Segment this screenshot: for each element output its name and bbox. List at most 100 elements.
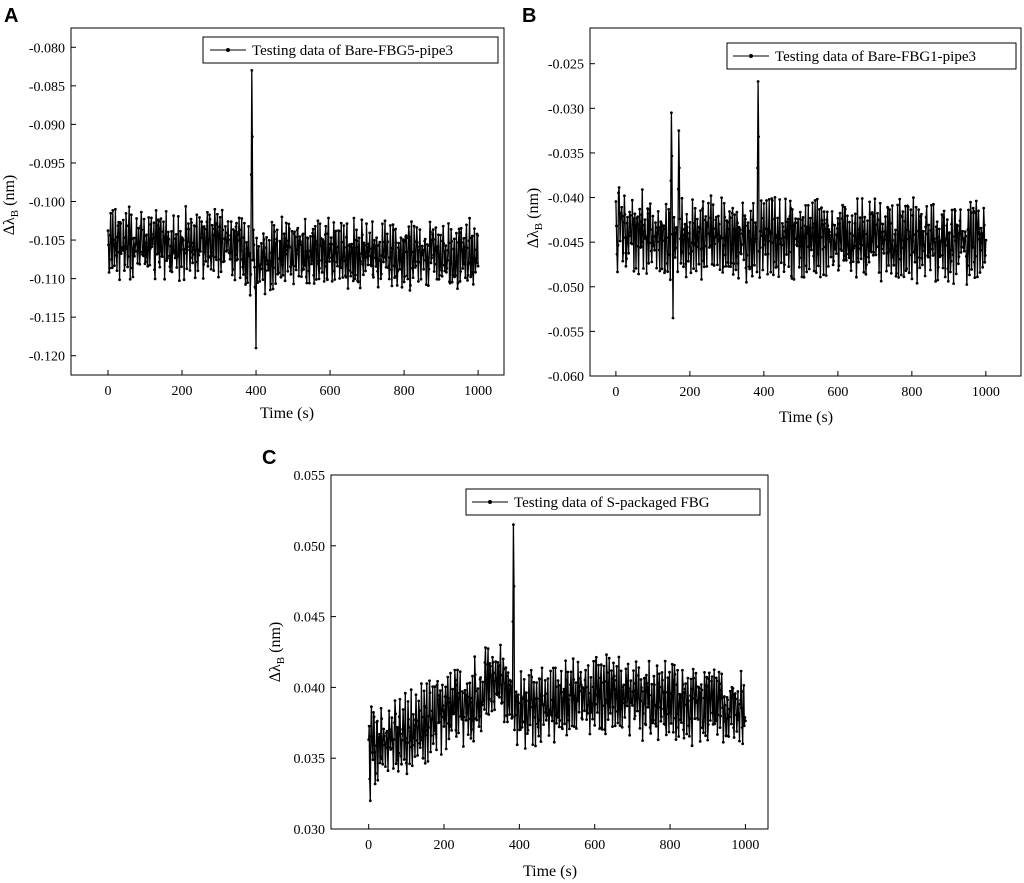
data-point (971, 206, 975, 210)
data-point (283, 279, 287, 283)
data-point (204, 242, 208, 246)
data-point (327, 216, 330, 220)
data-point (625, 679, 628, 683)
data-point (645, 673, 648, 677)
data-point (142, 217, 146, 221)
data-point (798, 245, 802, 248)
data-point (486, 647, 490, 651)
data-point (162, 220, 165, 224)
data-point (558, 684, 562, 687)
data-point (391, 746, 395, 750)
data-point (720, 696, 724, 700)
data-point (402, 240, 405, 244)
data-point (439, 233, 442, 237)
data-point (856, 197, 859, 201)
series-points-b (614, 80, 988, 320)
data-point (709, 696, 713, 700)
data-point (474, 689, 478, 693)
data-point (572, 725, 576, 728)
data-point (419, 277, 423, 281)
data-point (429, 734, 433, 737)
data-point (905, 228, 909, 232)
data-point (323, 233, 327, 237)
data-point (639, 245, 643, 249)
data-point (668, 253, 672, 257)
data-point (501, 657, 505, 661)
data-point (663, 271, 666, 275)
data-point (424, 733, 428, 737)
data-point (773, 217, 776, 221)
data-point (396, 769, 400, 773)
data-point (464, 718, 468, 722)
data-point (773, 196, 777, 199)
data-point (379, 755, 382, 758)
data-point (401, 728, 404, 731)
data-point (740, 726, 744, 729)
data-point (150, 245, 154, 249)
data-point (844, 258, 848, 262)
data-point (502, 720, 506, 724)
data-point (523, 747, 527, 750)
data-point (677, 166, 681, 170)
data-point (464, 236, 468, 240)
data-point (776, 216, 779, 220)
data-point (208, 217, 212, 221)
data-point (384, 255, 387, 258)
data-point (950, 208, 954, 212)
data-point (960, 245, 963, 249)
data-point (883, 238, 886, 242)
y-axis-title-b-unit: (nm) (525, 188, 542, 223)
data-point (660, 715, 663, 719)
y-axis-title-a: ΔλB (nm) (1, 175, 21, 236)
data-point (243, 221, 246, 225)
data-point (401, 260, 404, 263)
data-point (652, 244, 656, 247)
data-point (914, 205, 918, 209)
series-line-c (368, 524, 747, 801)
y-tick-label-a: -0.095 (29, 157, 65, 172)
data-point (320, 259, 323, 262)
data-point (708, 700, 712, 703)
data-point (587, 691, 591, 695)
data-point (181, 238, 185, 242)
data-point (946, 267, 950, 271)
data-point (738, 739, 741, 743)
panel-c: C 0 200 400 600 800 10000.0550.0500.0450.0400… (262, 447, 769, 880)
data-point (456, 705, 460, 708)
data-point (583, 709, 586, 713)
data-point (828, 230, 831, 234)
panel-letter-c: C (262, 447, 276, 469)
data-point (908, 236, 912, 240)
data-point (457, 241, 460, 244)
data-point (750, 265, 754, 269)
data-point (673, 672, 677, 676)
data-point (876, 218, 880, 222)
data-point (366, 263, 370, 267)
x-tick-label-b: 200 (679, 385, 700, 400)
data-point (224, 231, 228, 235)
data-point (592, 659, 595, 663)
data-point (977, 227, 981, 231)
data-point (171, 252, 174, 256)
data-point (660, 671, 664, 674)
data-point (728, 689, 732, 693)
data-point (917, 220, 921, 224)
data-point (583, 678, 587, 682)
data-point (363, 243, 366, 247)
data-point (239, 249, 243, 253)
data-point (366, 255, 369, 259)
data-point (348, 269, 352, 272)
data-point (883, 230, 887, 233)
data-point (109, 238, 113, 241)
data-point (757, 249, 761, 253)
data-point (511, 620, 515, 623)
plot-frame-c (330, 474, 769, 830)
data-point (270, 251, 273, 255)
x-tick-label-a: 600 (320, 384, 341, 399)
data-point (896, 203, 899, 207)
data-point (884, 234, 888, 237)
data-point (167, 254, 171, 258)
data-point (116, 235, 119, 239)
data-point (707, 671, 711, 675)
data-point (387, 737, 390, 741)
